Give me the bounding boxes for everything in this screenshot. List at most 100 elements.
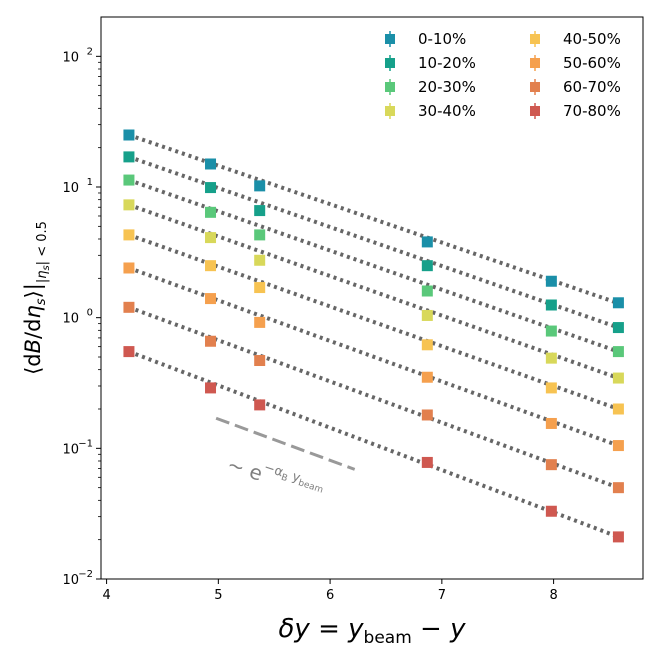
- point-0-10%: [254, 180, 266, 192]
- point-60-70%: [123, 301, 135, 313]
- point-30-40%: [254, 254, 266, 266]
- plot-frame: [100, 16, 644, 580]
- point-0-10%: [612, 297, 624, 309]
- point-10-20%: [421, 260, 433, 272]
- x-tick-label: 8: [549, 588, 557, 603]
- point-60-70%: [205, 335, 217, 347]
- y-tick-label: 10: [62, 312, 79, 327]
- y-tick-label: 10: [62, 50, 79, 65]
- point-30-40%: [205, 232, 217, 244]
- point-60-70%: [612, 482, 624, 494]
- y-tick-label: 10: [62, 442, 79, 457]
- legend-label-10-20%: 10-20%: [418, 54, 476, 72]
- point-30-40%: [545, 352, 557, 364]
- point-0-10%: [545, 275, 557, 287]
- x-axis-label: δy = ybeam − y: [279, 614, 467, 648]
- svg-text:⟨dB/dηs⟩||ηs| < 0.5: ⟨dB/dηs⟩||ηs| < 0.5: [21, 221, 52, 375]
- point-20-30%: [545, 325, 557, 337]
- point-0-10%: [421, 236, 433, 248]
- point-20-30%: [254, 229, 266, 241]
- annotation: ∼ e−αB ybeam: [224, 449, 326, 505]
- y-tick-exponent: −2: [78, 569, 93, 580]
- point-70-80%: [123, 346, 135, 358]
- point-50-60%: [421, 371, 433, 383]
- legend-marker-40-50%: [530, 34, 540, 44]
- legend-label-70-80%: 70-80%: [563, 102, 621, 120]
- point-50-60%: [545, 417, 557, 429]
- x-tick-label: 4: [102, 588, 110, 603]
- legend-label-0-10%: 0-10%: [418, 30, 466, 48]
- legend-marker-70-80%: [530, 106, 540, 116]
- point-40-50%: [254, 282, 266, 294]
- point-0-10%: [123, 129, 135, 141]
- x-tick-label: 7: [438, 588, 446, 603]
- y-tick-exponent: 2: [87, 46, 93, 57]
- point-70-80%: [254, 399, 266, 411]
- legend-marker-0-10%: [385, 34, 395, 44]
- x-axis-ticks: 4 5 6 7 8: [102, 579, 558, 603]
- point-60-70%: [545, 459, 557, 471]
- point-20-30%: [612, 346, 624, 358]
- point-70-80%: [545, 505, 557, 517]
- scaling-guide: [215, 416, 356, 471]
- point-50-60%: [205, 293, 217, 305]
- svg-text:∼ e−αB ybeam: ∼ e−αB ybeam: [224, 449, 326, 505]
- point-30-40%: [123, 199, 135, 211]
- fit-line-30-40%: [128, 202, 620, 380]
- fit-line-50-60%: [128, 266, 620, 448]
- legend-label-50-60%: 50-60%: [563, 54, 621, 72]
- point-30-40%: [421, 309, 433, 321]
- legend-marker-50-60%: [530, 58, 540, 68]
- fit-line-70-80%: [128, 349, 620, 539]
- point-70-80%: [612, 531, 624, 543]
- legend-label-30-40%: 30-40%: [418, 102, 476, 120]
- y-tick-label: 10: [62, 181, 79, 196]
- point-70-80%: [421, 456, 433, 468]
- legend-label-60-70%: 60-70%: [563, 78, 621, 96]
- point-20-30%: [123, 174, 135, 186]
- y-tick-exponent: −1: [78, 438, 93, 449]
- point-50-60%: [123, 262, 135, 274]
- fit-line-0-10%: [128, 133, 620, 306]
- legend-marker-60-70%: [530, 82, 540, 92]
- point-60-70%: [254, 355, 266, 367]
- data-points: [123, 129, 624, 543]
- legend-marker-10-20%: [385, 58, 395, 68]
- legend-marker-20-30%: [385, 82, 395, 92]
- point-0-10%: [205, 158, 217, 170]
- fit-line-40-50%: [128, 233, 620, 411]
- point-40-50%: [123, 229, 135, 241]
- point-20-30%: [205, 206, 217, 218]
- fit-line-20-30%: [128, 178, 620, 354]
- legend-marker-30-40%: [385, 106, 395, 116]
- point-50-60%: [612, 440, 624, 452]
- y-axis-label: ⟨dB/dηs⟩||ηs| < 0.5: [21, 221, 52, 375]
- point-40-50%: [612, 403, 624, 415]
- x-tick-label: 5: [214, 588, 222, 603]
- point-20-30%: [421, 285, 433, 297]
- point-40-50%: [205, 260, 217, 272]
- y-tick-label: 10: [62, 573, 79, 588]
- fit-lines: [128, 133, 620, 539]
- point-10-20%: [205, 182, 217, 194]
- y-tick-exponent: 0: [87, 308, 93, 319]
- point-70-80%: [205, 382, 217, 394]
- y-tick-exponent: 1: [87, 177, 93, 188]
- point-10-20%: [123, 151, 135, 163]
- x-tick-label: 6: [326, 588, 334, 603]
- point-30-40%: [612, 372, 624, 384]
- point-40-50%: [545, 382, 557, 394]
- point-40-50%: [421, 339, 433, 351]
- legend-label-40-50%: 40-50%: [563, 30, 621, 48]
- point-50-60%: [254, 316, 266, 328]
- svg-text:δy = ybeam − y: δy = ybeam − y: [279, 614, 467, 648]
- point-10-20%: [545, 299, 557, 311]
- fit-line-60-70%: [128, 305, 620, 490]
- legend: 0-10% 10-20% 20-30% 30-40% 40-50% 50-60% 60-70…: [385, 30, 621, 120]
- point-10-20%: [254, 205, 266, 217]
- fit-line-10-20%: [128, 155, 620, 330]
- legend-label-20-30%: 20-30%: [418, 78, 476, 96]
- point-60-70%: [421, 409, 433, 421]
